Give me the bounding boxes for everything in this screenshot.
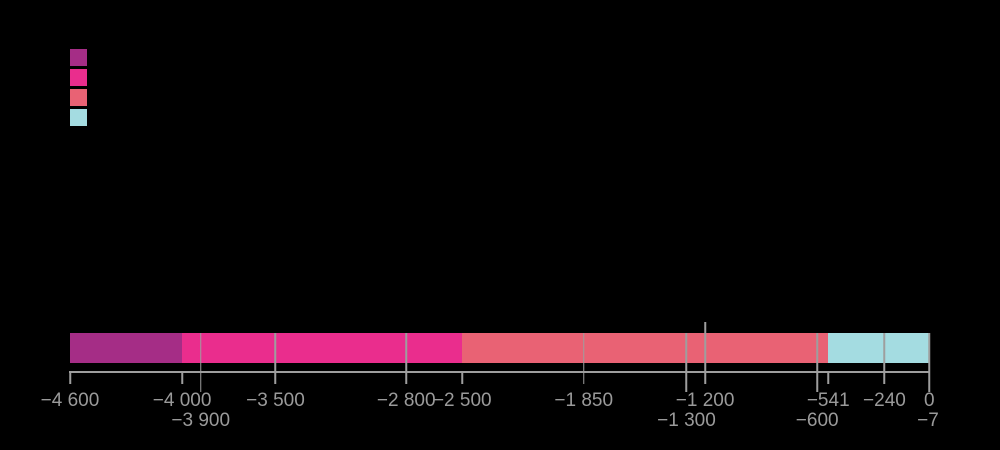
axis-tick-label: −4 600 [40,390,100,411]
axis-tick-label: −240 [863,390,906,411]
bar-segment [462,333,829,363]
axis-tick [827,371,829,384]
axis-tick-label: −7 [917,410,939,431]
divider-line [582,333,585,384]
axis-tick-label: −541 [806,390,850,411]
divider-line [274,333,277,384]
axis-tick-label: 0 [924,390,935,411]
legend-swatch-3 [70,89,87,106]
x-axis-line [69,371,930,373]
legend-swatch-4 [70,109,87,126]
axis-tick-label: −3 900 [171,410,231,431]
divider-line [405,333,407,384]
divider-line [704,322,706,384]
divider-line [816,333,818,392]
axis-tick-label: −3 500 [246,390,305,411]
axis-tick-label: −600 [795,410,839,431]
bar-segment [828,333,930,363]
bar-segment [70,333,183,363]
divider-line [928,333,931,392]
divider-line [200,333,202,392]
legend-swatch-1 [70,49,87,66]
axis-tick-label: −4 000 [152,390,212,411]
axis-tick [181,371,183,384]
axis-tick [69,371,71,384]
axis-tick-label: −1 300 [657,410,716,431]
axis-tick-label: −1 850 [554,390,614,411]
axis-tick-label: −2 500 [432,390,492,411]
bar-segment [182,333,463,363]
divider-line [883,333,886,384]
axis-tick [461,371,464,384]
axis-tick-label: −1 200 [675,390,735,411]
axis-tick-label: −2 800 [376,390,436,411]
legend-swatch-2 [70,69,87,86]
divider-line [685,333,688,392]
